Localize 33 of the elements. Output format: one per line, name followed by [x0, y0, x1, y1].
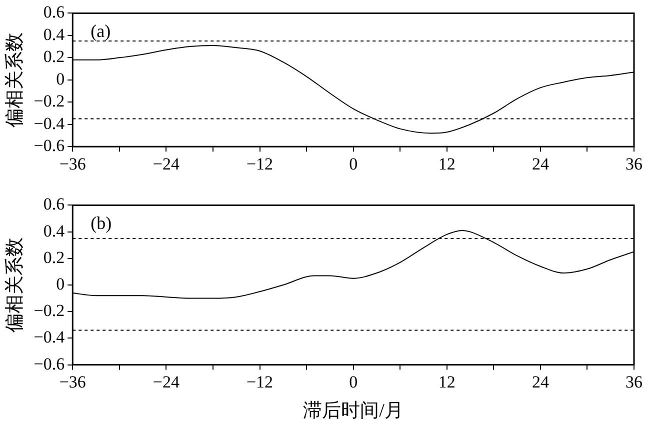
x-tick-label: −24 — [152, 372, 180, 392]
y-tick-label: −0.6 — [34, 354, 65, 374]
x-tick-label: 36 — [626, 372, 642, 392]
y-tick-label: −0.6 — [34, 136, 65, 156]
x-tick-label: −36 — [59, 154, 86, 174]
x-tick-label: −36 — [59, 372, 86, 392]
x-tick-label: 36 — [626, 154, 642, 174]
x-tick-label: 0 — [349, 372, 358, 392]
y-tick-label: 0.2 — [43, 47, 65, 66]
y-axis-title: 偏相关系数 — [4, 238, 26, 332]
x-tick-label: 0 — [349, 154, 358, 174]
y-tick-label: −0.4 — [34, 114, 66, 133]
y-tick-label: 0.2 — [43, 248, 65, 267]
y-tick-label: −0.2 — [34, 301, 65, 320]
y-tick-label: −0.2 — [34, 92, 65, 111]
x-axis-title: 滞后时间/月 — [303, 400, 404, 422]
y-tick-label: 0.4 — [43, 221, 66, 240]
x-tick-label: −12 — [246, 372, 274, 392]
y-tick-label: 0 — [56, 274, 65, 294]
y-tick-label: 0 — [56, 69, 65, 88]
x-tick-label: 12 — [438, 154, 456, 174]
x-tick-label: −24 — [152, 154, 180, 174]
y-tick-label: 0.6 — [43, 194, 65, 214]
annotation: (b) — [90, 212, 112, 233]
y-axis-title: 偏相关系数 — [4, 32, 26, 128]
y-tick-label: 0.4 — [43, 24, 66, 44]
y-tick-label: 0.6 — [43, 2, 65, 22]
x-tick-label: 24 — [532, 372, 550, 392]
x-tick-label: 12 — [438, 372, 456, 392]
annotation: (a) — [90, 20, 111, 41]
x-tick-label: −12 — [246, 154, 274, 174]
y-tick-label: −0.4 — [34, 328, 66, 347]
x-tick-label: 24 — [532, 154, 550, 174]
